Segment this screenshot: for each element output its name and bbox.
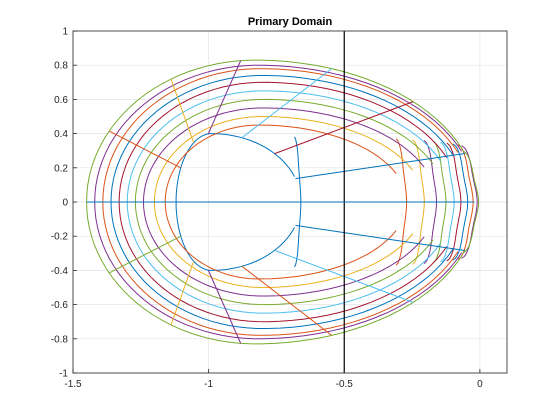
chart-title: Primary Domain [248, 16, 333, 28]
y-tick-label: 1 [62, 27, 68, 38]
radial-line [241, 68, 333, 139]
y-tick-label: 0 [62, 198, 68, 209]
radial-line [170, 78, 195, 143]
radial-line [170, 261, 195, 326]
radial-line [108, 235, 182, 274]
x-tick-label: -1 [204, 379, 213, 390]
x-tick-label: -0.5 [336, 379, 354, 390]
y-tick-label: -0.2 [51, 232, 69, 243]
radial-line [207, 269, 242, 344]
y-tick-label: -1 [59, 369, 68, 380]
radial-line [207, 60, 242, 135]
y-tick-label: -0.6 [51, 300, 69, 311]
x-tick-label: 0 [477, 379, 483, 390]
y-tick-label: 0.8 [54, 61, 68, 72]
y-tick-label: 0.6 [54, 95, 68, 106]
radial-line [295, 224, 466, 252]
y-tick-label: 0.2 [54, 163, 68, 174]
boundary-lobe-curve [462, 150, 479, 254]
radial-line [108, 130, 182, 169]
y-tick-label: -0.4 [51, 266, 69, 277]
y-tick-label: -0.8 [51, 334, 69, 345]
y-tick-label: 0.4 [54, 129, 68, 140]
x-tick-label: -1.5 [64, 379, 82, 390]
radial-line [295, 152, 466, 180]
radial-line [241, 265, 333, 336]
reference-line-layer [176, 31, 475, 373]
tick-layer: -1.5 -1 -0.5 0-1-0.8-0.6-0.4-0.200.20.40.60… [51, 27, 483, 391]
